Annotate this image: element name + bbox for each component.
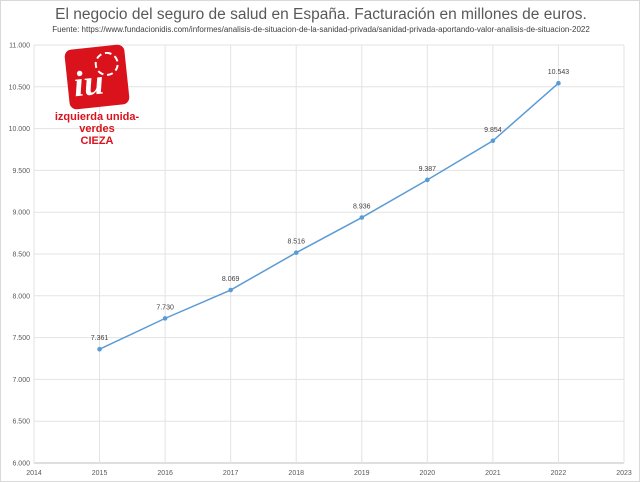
- data-label: 7.361: [91, 335, 109, 342]
- data-point: [425, 177, 430, 183]
- data-label: 9.854: [484, 127, 502, 134]
- y-tick-label: 7.500: [12, 335, 30, 342]
- y-tick-label: 9.000: [12, 210, 30, 217]
- series-line: [99, 82, 559, 350]
- x-tick-label: 2015: [92, 470, 108, 477]
- chart-subtitle: Fuente: https://www.fundacionidis.com/in…: [52, 25, 590, 34]
- y-tick-label: 6.000: [12, 461, 30, 468]
- data-point: [359, 215, 365, 220]
- data-point: [162, 316, 168, 321]
- y-tick-label: 7.000: [12, 377, 30, 384]
- x-tick-label: 2020: [420, 470, 436, 477]
- logo-city: CIEZA: [80, 135, 114, 147]
- data-point: [97, 346, 102, 352]
- y-tick-label: 6.500: [12, 419, 30, 426]
- x-tick-label: 2019: [354, 470, 370, 477]
- y-tick-label: 8.500: [12, 252, 30, 259]
- logo-text: izquierda unida-verdes: [54, 111, 140, 135]
- data-point: [490, 138, 496, 144]
- data-label: 8.936: [353, 204, 371, 211]
- data-label: 7.730: [156, 304, 174, 311]
- y-tick-label: 8.000: [12, 293, 30, 300]
- x-tick-label: 2017: [223, 470, 239, 477]
- y-tick-label: 10.500: [9, 84, 31, 91]
- data-point: [293, 250, 299, 255]
- y-tick-label: 9.500: [12, 168, 30, 175]
- x-tick-label: 2016: [157, 470, 173, 477]
- data-label: 8.516: [287, 239, 305, 246]
- y-tick-label: 10.000: [9, 126, 31, 133]
- logo: iu izquierda unida-verdes CIEZA: [39, 44, 155, 147]
- logo-iu-icon: iu: [64, 44, 130, 110]
- x-tick-label: 2018: [288, 470, 304, 477]
- data-point: [228, 287, 233, 293]
- x-tick-label: 2022: [551, 470, 567, 477]
- x-tick-label: 2023: [616, 470, 632, 477]
- chart-title: El negocio del seguro de salud en España…: [55, 6, 587, 23]
- data-label: 9.387: [419, 166, 437, 173]
- y-tick-label: 11.000: [9, 43, 30, 50]
- x-tick-label: 2021: [485, 470, 501, 477]
- x-tick-label: 2014: [26, 470, 42, 477]
- data-point: [556, 80, 561, 86]
- data-label: 10.543: [548, 69, 570, 76]
- data-label: 8.069: [222, 276, 240, 283]
